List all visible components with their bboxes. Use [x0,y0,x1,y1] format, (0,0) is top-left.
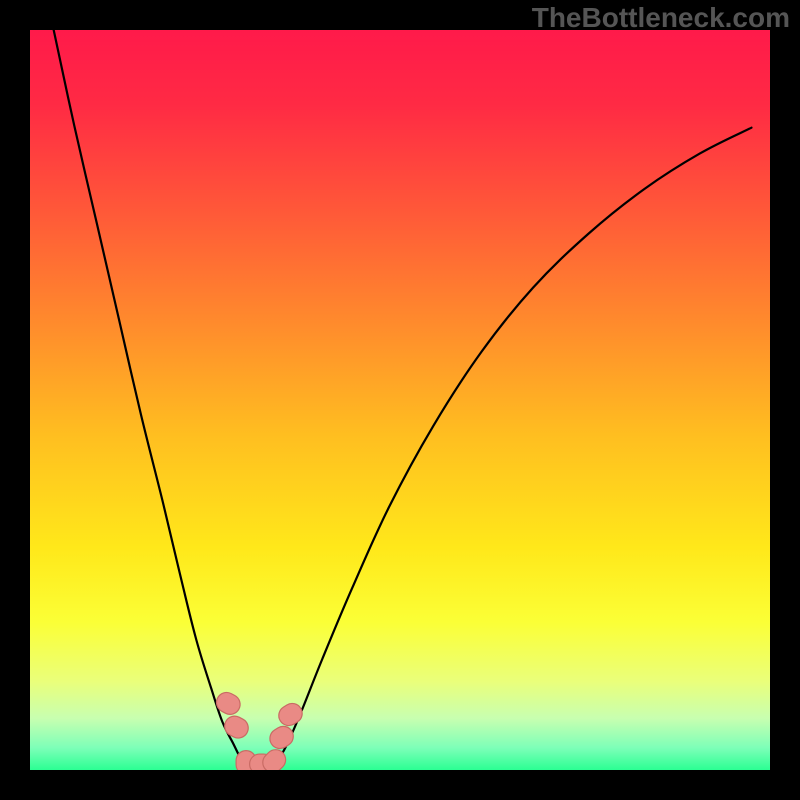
watermark-text: TheBottleneck.com [532,2,790,34]
plot-area [30,30,770,770]
gradient-background [30,30,770,770]
chart-svg [30,30,770,770]
